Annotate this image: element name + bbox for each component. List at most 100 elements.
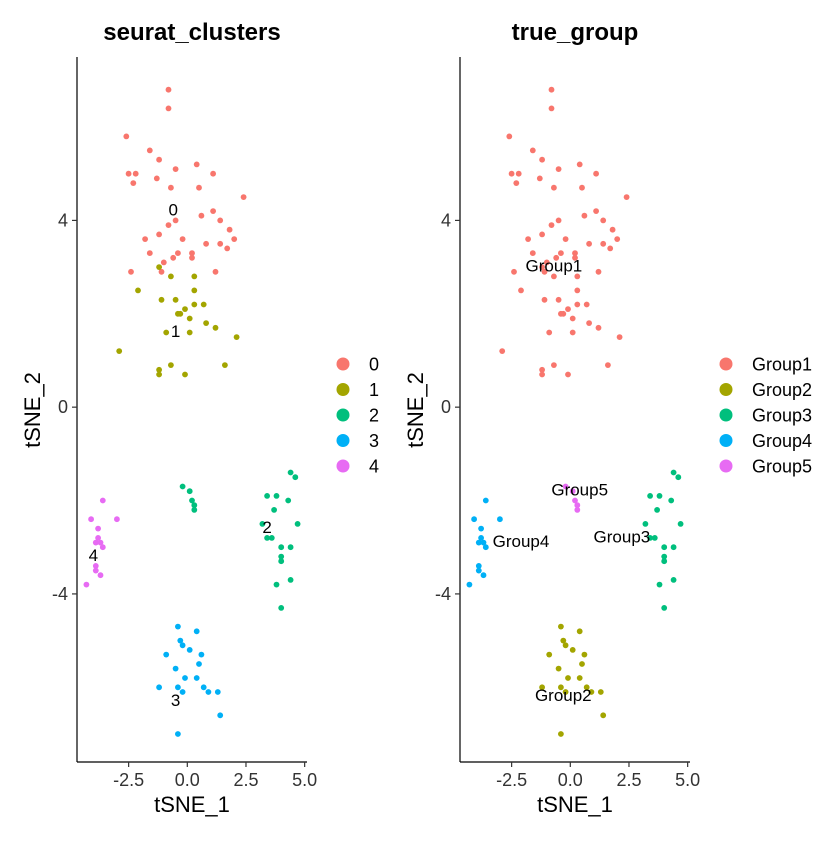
- point-series-3-0: [175, 623, 181, 630]
- point-series-0-9: [555, 166, 562, 173]
- point-series-3-15: [205, 689, 212, 695]
- point-series-4-2: [574, 502, 581, 509]
- point-series-2-8: [273, 493, 280, 499]
- point-series-2-17: [278, 553, 285, 560]
- point-series-0-15: [593, 208, 599, 215]
- point-series-2-14: [670, 577, 677, 583]
- legend-label-2: 2: [369, 406, 379, 426]
- point-series-1-3: [562, 642, 569, 649]
- point-series-3-5: [163, 651, 170, 658]
- point-series-2-6: [642, 521, 649, 527]
- point-series-0-3: [529, 147, 536, 154]
- point-series-1-12: [186, 315, 193, 322]
- point-series-0-24: [586, 240, 592, 247]
- point-series-2-10: [661, 544, 668, 551]
- point-series-0-11: [210, 170, 217, 177]
- legend-key-3: [336, 434, 350, 447]
- point-series-1-23: [182, 371, 188, 378]
- point-series-4-10: [97, 572, 104, 579]
- point-series-1-12: [558, 684, 564, 691]
- point-series-3-2: [497, 516, 503, 523]
- point-series-2-4: [191, 507, 198, 513]
- x-tick-label-2: 2.5: [616, 770, 641, 790]
- x-tick-label-1: 0.0: [175, 770, 200, 790]
- point-series-4-11: [83, 581, 90, 588]
- point-series-0-21: [156, 231, 163, 238]
- point-series-0-16: [555, 217, 562, 224]
- point-series-4-0: [99, 497, 106, 504]
- point-series-3-6: [198, 651, 205, 658]
- legend-label-3: 3: [369, 431, 379, 451]
- point-series-1-2: [191, 273, 198, 280]
- point-series-0-27: [217, 240, 224, 247]
- point-series-1-20: [222, 362, 228, 368]
- legend-label-4: 4: [369, 457, 379, 477]
- panel-title: seurat_clusters: [103, 19, 280, 46]
- point-series-0-54: [616, 334, 623, 340]
- cluster-label-2: Group3: [594, 527, 651, 546]
- point-series-0-3: [146, 147, 153, 154]
- point-series-3-8: [475, 563, 482, 569]
- point-series-0-25: [175, 250, 181, 256]
- point-series-4-5: [92, 539, 99, 546]
- point-series-3-18: [175, 731, 181, 737]
- point-series-0-39: [574, 273, 581, 280]
- point-series-0-29: [614, 236, 621, 243]
- point-series-0-30: [529, 250, 536, 256]
- point-series-0-35: [511, 268, 517, 275]
- point-series-1-15: [163, 329, 170, 336]
- point-series-3-14: [200, 684, 207, 691]
- cluster-label-2: 2: [262, 518, 271, 537]
- point-series-3-9: [182, 675, 188, 681]
- point-series-3-7: [482, 544, 489, 551]
- point-series-0-32: [553, 254, 560, 261]
- point-series-4-4: [574, 507, 581, 513]
- point-series-4-7: [99, 544, 106, 551]
- point-series-1-10: [576, 675, 583, 681]
- point-series-3-12: [175, 684, 181, 691]
- point-series-2-7: [677, 521, 684, 527]
- point-series-1-3: [135, 287, 141, 294]
- point-series-3-1: [193, 628, 200, 635]
- point-series-0-33: [189, 254, 195, 261]
- x-tick-label-3: 5.0: [292, 770, 317, 790]
- point-series-0-34: [212, 268, 219, 275]
- point-series-1-7: [182, 306, 188, 312]
- point-series-0-28: [224, 245, 231, 252]
- point-series-2-4: [668, 497, 675, 504]
- point-series-2-1: [186, 488, 193, 495]
- y-tick-label-1: 0: [441, 397, 451, 417]
- point-series-0-29: [231, 236, 238, 243]
- point-series-2-18: [278, 558, 285, 565]
- point-series-4-3: [572, 497, 578, 504]
- point-series-0-5: [125, 170, 132, 177]
- legend-label-3: Group4: [752, 431, 812, 451]
- point-series-0-12: [551, 184, 557, 191]
- point-series-0-17: [581, 212, 588, 219]
- cluster-label-4: Group5: [551, 481, 608, 500]
- point-series-0-55: [499, 348, 506, 354]
- scatter-points: [83, 86, 301, 737]
- point-series-0-13: [196, 184, 202, 191]
- point-series-3-5: [475, 539, 482, 546]
- point-series-0-2: [506, 133, 513, 140]
- point-series-0-8: [130, 180, 137, 187]
- point-series-3-6: [480, 539, 487, 546]
- point-series-1-19: [168, 362, 174, 368]
- point-series-2-11: [259, 521, 266, 527]
- point-series-2-11: [670, 544, 677, 551]
- point-series-1-11: [177, 310, 184, 317]
- point-series-2-5: [287, 469, 294, 476]
- legend-key-1: [336, 383, 350, 396]
- point-series-4-6: [97, 539, 104, 546]
- cluster-label-3: Group4: [493, 532, 550, 551]
- point-series-0-32: [170, 254, 177, 261]
- point-series-0-46: [583, 301, 590, 308]
- point-series-0-23: [142, 236, 149, 243]
- legend-key-0: [719, 357, 733, 371]
- point-series-0-10: [193, 161, 200, 168]
- point-series-2-14: [264, 535, 270, 541]
- point-series-0-6: [515, 170, 522, 177]
- point-series-0-27: [600, 240, 607, 247]
- point-series-2-15: [278, 544, 285, 551]
